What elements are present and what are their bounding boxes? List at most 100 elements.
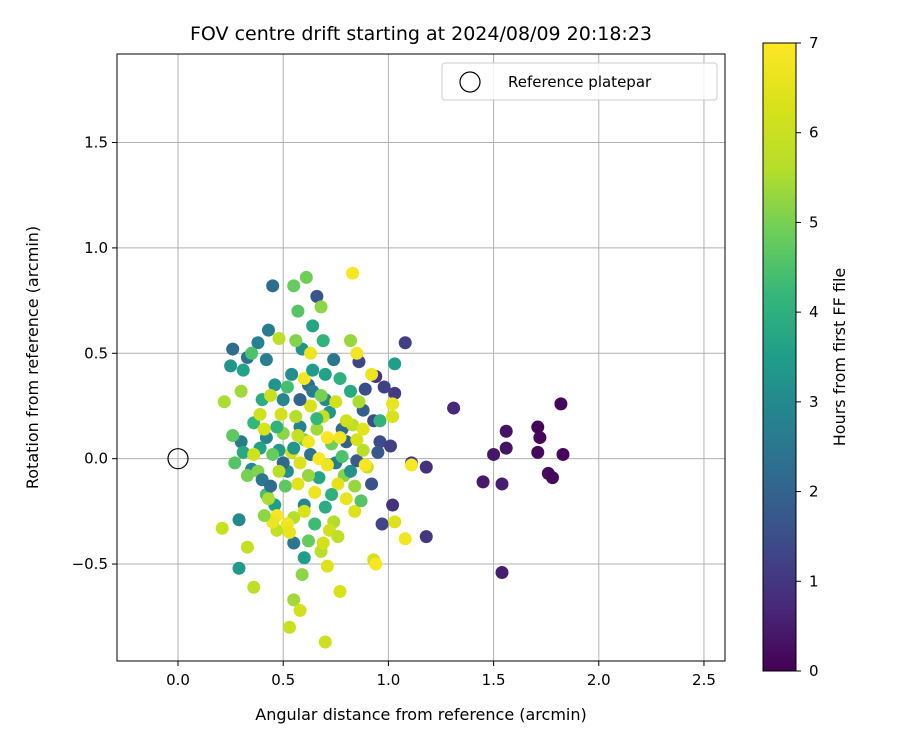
data-point: [320, 431, 334, 445]
data-point: [419, 530, 433, 544]
data-point: [304, 399, 318, 413]
data-point: [320, 458, 334, 472]
data-point: [419, 460, 433, 474]
data-point: [350, 346, 364, 360]
data-point: [301, 435, 315, 449]
data-point: [386, 498, 400, 512]
data-point: [339, 492, 353, 506]
data-point: [556, 447, 570, 461]
data-point: [495, 565, 509, 579]
data-point: [531, 420, 545, 434]
data-point: [327, 353, 341, 367]
legend: Reference platepar: [441, 62, 718, 101]
data-point: [236, 445, 250, 459]
data-point: [291, 304, 305, 318]
data-point: [264, 479, 278, 493]
data-point: [318, 500, 332, 514]
x-axis-ticks: 0.0 0.5 1.0 1.5 2.0 2.5: [166, 661, 716, 689]
data-point: [283, 620, 297, 634]
data-point: [289, 410, 303, 424]
data-point: [545, 471, 559, 485]
colorbar: 0 1 2 3 4 5 6 7 Hours from first FF file: [762, 34, 849, 680]
data-point: [247, 447, 261, 461]
data-point: [247, 580, 261, 594]
colorbar-tick-label: 1: [809, 572, 819, 590]
data-point: [344, 464, 358, 478]
data-point: [348, 479, 362, 493]
reference-platepar-marker: [167, 448, 189, 470]
data-point: [369, 557, 383, 571]
data-point: [348, 504, 362, 518]
data-point: [346, 266, 360, 280]
data-point: [310, 289, 324, 303]
data-point: [329, 395, 343, 409]
data-point: [476, 475, 490, 489]
data-point: [308, 485, 322, 499]
data-point: [373, 435, 387, 449]
colorbar-tick-label: 2: [809, 483, 819, 501]
data-point: [259, 353, 273, 367]
data-point: [306, 363, 320, 377]
data-point: [283, 525, 297, 539]
data-point: [301, 469, 315, 483]
data-point: [339, 414, 353, 428]
data-point: [232, 561, 246, 575]
data-point: [318, 367, 332, 381]
colorbar-frame: [762, 42, 797, 672]
data-point: [354, 494, 368, 508]
data-point: [358, 382, 372, 396]
data-point: [398, 336, 412, 350]
data-point: [291, 477, 305, 491]
data-point: [325, 487, 339, 501]
y-tick-label: 1.5: [84, 134, 108, 152]
data-point: [533, 431, 547, 445]
data-point: [293, 456, 307, 470]
data-point: [386, 410, 400, 424]
data-point: [375, 517, 389, 531]
data-point: [224, 359, 238, 373]
data-point: [499, 424, 513, 438]
data-point: [272, 332, 286, 346]
data-point: [531, 445, 545, 459]
data-point: [240, 469, 254, 483]
grid-lines: [117, 54, 725, 661]
data-point: [274, 407, 288, 421]
data-point: [365, 477, 379, 491]
data-point: [388, 515, 402, 529]
data-point: [236, 363, 250, 377]
data-point: [272, 464, 286, 478]
data-point: [295, 568, 309, 582]
data-point: [226, 428, 240, 442]
colorbar-tick-label: 4: [809, 303, 819, 321]
data-point: [299, 270, 313, 284]
data-point: [287, 536, 301, 550]
data-point: [217, 395, 231, 409]
data-point: [306, 319, 320, 333]
colorbar-gradient: [763, 43, 796, 671]
data-point: [335, 450, 349, 464]
data-point: [287, 279, 301, 293]
data-point: [447, 401, 461, 415]
data-point: [312, 471, 326, 485]
colorbar-tick-label: 3: [809, 393, 819, 411]
data-point: [356, 422, 370, 436]
y-tick-label: 0.5: [84, 344, 108, 362]
chart-title: FOV centre drift starting at 2024/08/09 …: [190, 23, 652, 45]
data-point: [499, 441, 513, 455]
x-tick-label: 2.0: [587, 671, 611, 689]
x-tick-label: 1.5: [482, 671, 506, 689]
x-tick-label: 2.5: [692, 671, 716, 689]
data-point: [293, 393, 307, 407]
x-tick-label: 0.5: [271, 671, 295, 689]
data-point: [261, 323, 275, 337]
data-point: [276, 393, 290, 407]
data-point: [398, 532, 412, 546]
x-axis-label: Angular distance from reference (arcmin): [255, 705, 586, 724]
x-tick-label: 0.0: [166, 671, 190, 689]
data-point: [320, 559, 334, 573]
data-point: [240, 540, 254, 554]
data-point: [301, 534, 315, 548]
colorbar-ticks: 0 1 2 3 4 5 6 7: [796, 34, 819, 680]
data-point: [304, 346, 318, 360]
